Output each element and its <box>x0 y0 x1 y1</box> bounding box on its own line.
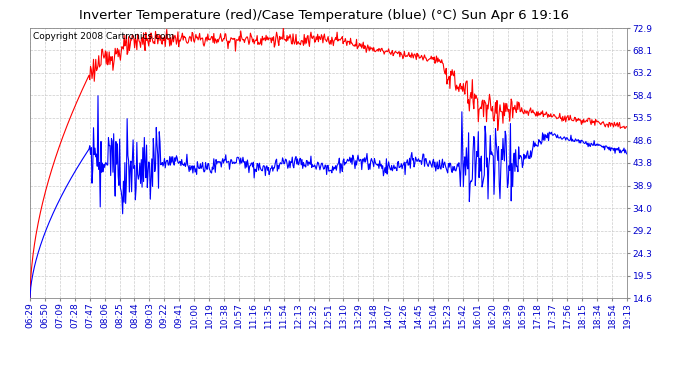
Text: Inverter Temperature (red)/Case Temperature (blue) (°C) Sun Apr 6 19:16: Inverter Temperature (red)/Case Temperat… <box>79 9 569 22</box>
Text: Copyright 2008 Cartronics.com: Copyright 2008 Cartronics.com <box>33 32 175 41</box>
